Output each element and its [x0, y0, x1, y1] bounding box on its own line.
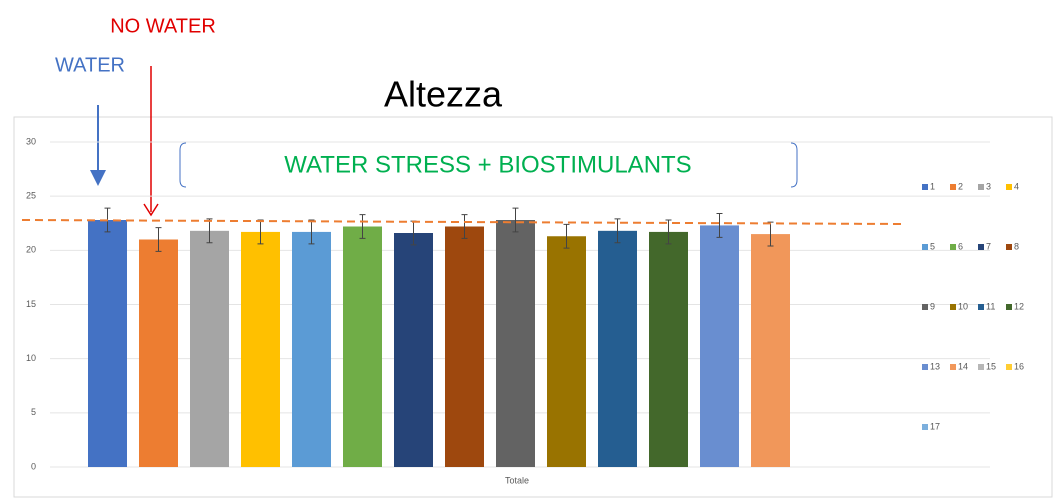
y-tick-label: 15: [26, 299, 36, 309]
legend-label: 14: [958, 361, 968, 371]
reference-line: [21, 219, 904, 225]
bracket-left: [179, 142, 187, 188]
legend-label: 15: [986, 361, 996, 371]
bar: [700, 225, 739, 467]
y-tick-label: 30: [26, 136, 36, 146]
legend-label: 7: [986, 241, 991, 251]
bar: [547, 236, 586, 467]
bar: [88, 220, 127, 467]
chart-title: Altezza: [384, 74, 503, 115]
legend-label: 8: [1014, 241, 1019, 251]
bar: [445, 226, 484, 467]
legend-label: 6: [958, 241, 963, 251]
bar: [496, 220, 535, 467]
bar: [241, 231, 280, 467]
water-arrowhead: [90, 170, 106, 186]
error-bar: [563, 223, 570, 249]
error-bar: [155, 227, 162, 252]
legend-label: 16: [1014, 361, 1024, 371]
error-bar: [461, 214, 468, 239]
error-bar: [257, 219, 264, 245]
error-bar: [665, 219, 672, 245]
legend-swatch: [922, 244, 928, 250]
y-tick-label: 25: [26, 191, 36, 201]
legend-swatch: [950, 364, 956, 370]
bar: [139, 239, 178, 467]
legend-swatch: [922, 364, 928, 370]
legend-swatch: [922, 304, 928, 310]
error-bar: [512, 207, 519, 233]
legend-label: 2: [958, 181, 963, 191]
bracket-right: [790, 142, 798, 188]
error-bar: [206, 218, 213, 244]
x-tick-label: Totale: [505, 475, 529, 485]
no-water-arrowhead: [143, 203, 159, 217]
y-tick-label: 20: [26, 245, 36, 255]
legend-label: 12: [1014, 301, 1024, 311]
legend-label: 1: [930, 181, 935, 191]
y-tick-label: 5: [31, 407, 36, 417]
group-label: WATER STRESS + BIOSTIMULANTS: [284, 151, 691, 178]
legend-swatch: [978, 244, 984, 250]
legend-swatch: [922, 184, 928, 190]
legend-swatch: [922, 424, 928, 430]
bar: [649, 231, 688, 467]
error-bar: [308, 219, 315, 245]
y-tick-label: 0: [31, 461, 36, 471]
bar: [190, 230, 229, 467]
legend-swatch: [978, 304, 984, 310]
legend-swatch: [1006, 304, 1012, 310]
error-bar: [767, 221, 774, 247]
legend-label: 13: [930, 361, 940, 371]
error-bar: [359, 214, 366, 239]
legend-label: 9: [930, 301, 935, 311]
bar: [751, 234, 790, 467]
legend-swatch: [978, 364, 984, 370]
legend-label: 5: [930, 241, 935, 251]
bar: [343, 226, 382, 467]
no-water-label: NO WATER: [110, 15, 216, 37]
bar: [292, 231, 331, 467]
legend-swatch: [950, 184, 956, 190]
bar: [598, 230, 637, 467]
legend-swatch: [1006, 184, 1012, 190]
error-bar: [614, 218, 621, 244]
legend-swatch: [1006, 244, 1012, 250]
legend-swatch: [950, 304, 956, 310]
legend-label: 10: [958, 301, 968, 311]
legend-label: 11: [986, 301, 995, 311]
y-tick-label: 10: [26, 353, 36, 363]
legend-label: 4: [1014, 181, 1019, 191]
bar: [394, 233, 433, 467]
water-label: WATER: [55, 54, 125, 76]
legend-swatch: [1006, 364, 1012, 370]
legend-swatch: [950, 244, 956, 250]
error-bar: [716, 213, 723, 238]
legend-swatch: [978, 184, 984, 190]
legend-label: 3: [986, 181, 991, 191]
legend-label: 17: [930, 421, 940, 431]
